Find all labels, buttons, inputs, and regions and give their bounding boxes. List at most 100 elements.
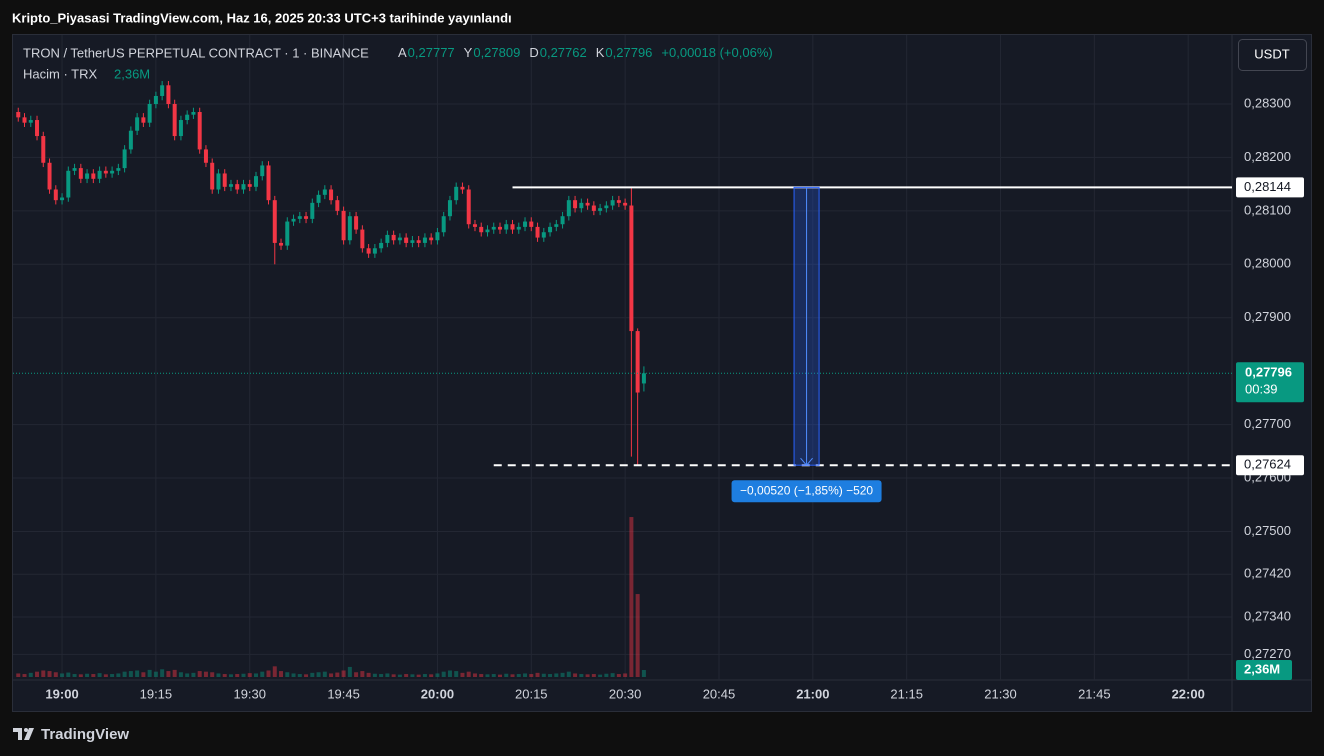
candle-body [210, 162, 215, 190]
volume-bar [247, 673, 252, 677]
volume-bar [554, 673, 559, 677]
volume-bar [103, 674, 108, 677]
volume-bar [341, 670, 346, 677]
volume-bar [372, 673, 377, 677]
volume-bar [585, 674, 590, 677]
x-tick-label: 20:30 [609, 686, 642, 701]
ohlc-value: 0,27762 [540, 45, 587, 60]
volume-bar [135, 670, 140, 677]
candle-body [335, 200, 340, 211]
candle-body [272, 200, 277, 243]
x-tick-label: 21:45 [1078, 686, 1111, 701]
level-label-box [1236, 455, 1304, 476]
candle-body [304, 216, 309, 219]
candle-body [191, 112, 196, 115]
candle-body [641, 373, 646, 384]
candle-body [260, 165, 265, 177]
volume-bar [391, 674, 396, 677]
candle-body [266, 165, 271, 201]
candle-body [28, 120, 33, 123]
volume-bar [485, 674, 490, 677]
candle-body [479, 226, 484, 233]
candle-body [228, 184, 233, 187]
footer: TradingView [41, 726, 129, 743]
volume-bar [454, 671, 459, 677]
candle-body [22, 117, 27, 123]
candle-body [429, 237, 434, 241]
candle-body [241, 184, 246, 190]
candle-body [616, 200, 621, 203]
volume-bar [579, 674, 584, 677]
candle-body [153, 95, 158, 104]
volume-bar [629, 517, 634, 677]
volume-bar [410, 674, 415, 677]
volume-bar [147, 669, 152, 677]
volume-bar [41, 670, 46, 677]
volume-bar [166, 671, 171, 677]
volume-bar [491, 674, 496, 677]
candle-body [529, 221, 534, 227]
volume-bar [116, 673, 121, 677]
volume-bar [529, 674, 534, 677]
volume-bar [122, 671, 127, 677]
candle-body [235, 184, 240, 190]
volume-bar [510, 674, 515, 677]
volume-bar [335, 672, 340, 677]
candle-body [573, 200, 578, 209]
volume-bar [310, 672, 315, 677]
volume-bar [616, 674, 621, 677]
candle-body [379, 242, 384, 249]
candle-body [635, 331, 640, 393]
volume-bar [260, 671, 265, 677]
candle-body [354, 216, 359, 230]
currency-button[interactable] [1238, 39, 1307, 71]
volume-bar [360, 671, 365, 677]
volume-bar [22, 674, 27, 677]
candle-body [472, 224, 477, 227]
volume-bar [241, 673, 246, 677]
volume-bar [479, 674, 484, 677]
volume-bar [560, 672, 565, 677]
x-tick-label: 19:15 [140, 686, 173, 701]
candle-body [466, 189, 471, 225]
candle-body [16, 112, 21, 118]
volume-axis-label: 2,36M [1244, 661, 1280, 676]
candle-body [185, 114, 190, 121]
level-label: 0,27624 [1244, 457, 1291, 472]
candle-body [372, 248, 377, 254]
candle-body [591, 205, 596, 211]
candle-body [385, 234, 390, 243]
candle-body [128, 130, 133, 150]
candle-body [441, 216, 446, 233]
candle-body [197, 112, 202, 150]
candle-body [535, 226, 540, 238]
x-tick-label: 21:00 [796, 686, 829, 701]
volume-bar [153, 671, 158, 677]
y-tick-label: 0,28100 [1244, 202, 1291, 217]
currency[interactable]: USDT [1254, 46, 1289, 61]
candle-body [247, 184, 252, 187]
volume-bar [216, 673, 221, 677]
volume-bar [210, 672, 215, 677]
volume-bar [279, 671, 284, 677]
candle-body [60, 197, 65, 201]
candle-body [72, 168, 77, 171]
y-tick-label: 0,27340 [1244, 608, 1291, 623]
volume-bar [185, 673, 190, 677]
volume-bar [516, 674, 521, 677]
candle-body [504, 224, 509, 230]
y-tick-label: 0,28000 [1244, 256, 1291, 271]
level-label: 0,28144 [1244, 179, 1291, 194]
volume-bar [172, 669, 177, 677]
candle-body [554, 224, 559, 227]
candle-body [523, 221, 528, 227]
volume-bar [291, 673, 296, 677]
level-label-box [1236, 177, 1304, 198]
volume-bar [97, 673, 102, 677]
volume-bar [385, 673, 390, 677]
candle-body [360, 229, 365, 249]
volume-bar [128, 671, 133, 677]
volume-bar [110, 674, 115, 677]
candle-body [166, 85, 171, 104]
